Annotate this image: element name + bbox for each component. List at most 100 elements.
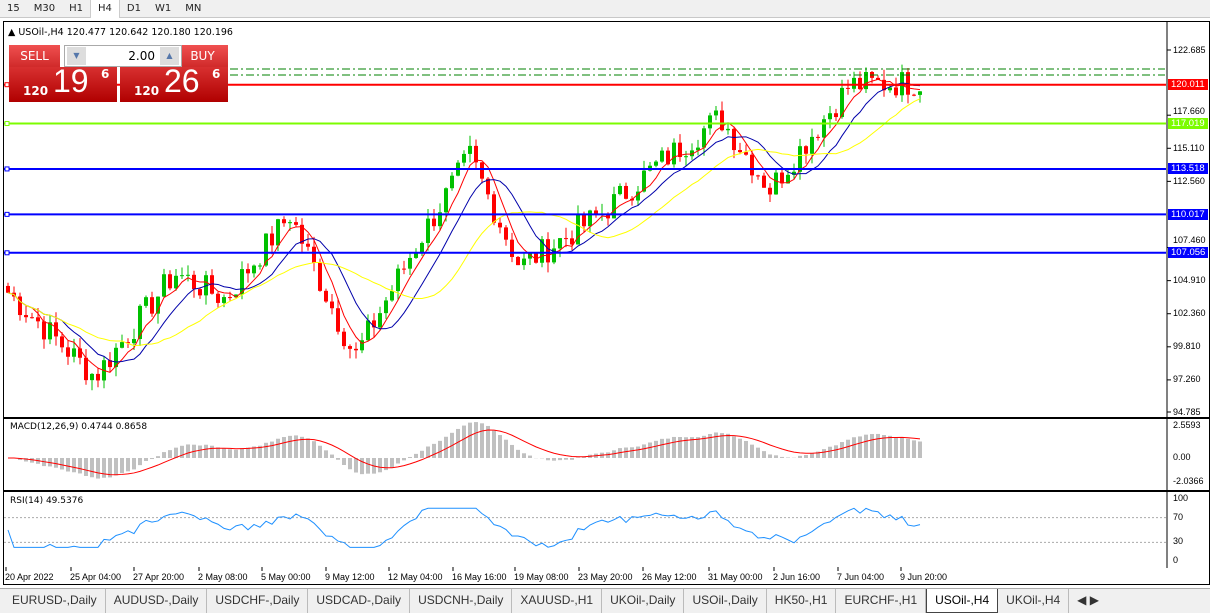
macd-histogram-bar	[480, 423, 484, 458]
candle-body	[312, 246, 316, 263]
chart-tab[interactable]: EURCHF-,H1	[836, 589, 927, 613]
macd-histogram-bar	[216, 447, 220, 458]
candle-body	[696, 147, 700, 151]
macd-axis-label: -2.0366	[1173, 476, 1204, 486]
macd-histogram-bar	[570, 458, 574, 460]
candle-body	[36, 317, 40, 322]
macd-histogram-bar	[516, 449, 520, 458]
candle-body	[510, 239, 514, 257]
chart-tab[interactable]: USDCAD-,Daily	[308, 589, 411, 613]
chart-tab[interactable]: HK50-,H1	[767, 589, 837, 613]
macd-histogram-bar	[858, 436, 862, 458]
level-handle[interactable]	[4, 250, 10, 256]
time-axis-label: 19 May 08:00	[514, 572, 569, 582]
rsi-axis-label: 30	[1173, 536, 1184, 547]
time-axis-label: 9 May 12:00	[325, 572, 375, 582]
candle-body	[468, 145, 472, 154]
timeframe-D1[interactable]: D1	[126, 3, 141, 14]
timeframe-H4[interactable]: H4	[89, 0, 120, 18]
chart-tab[interactable]: EURUSD-,Daily	[4, 589, 106, 613]
macd-histogram-bar	[432, 443, 436, 458]
chart-tab[interactable]: USDCHF-,Daily	[207, 589, 309, 613]
ma-fast-line	[7, 78, 921, 373]
macd-histogram-bar	[894, 437, 898, 458]
macd-histogram-bar	[486, 425, 490, 458]
candle-body	[798, 146, 802, 172]
macd-histogram-bar	[654, 440, 658, 458]
chart-tab[interactable]: UKOil-,H4	[998, 589, 1070, 613]
decrease-lot-icon[interactable]: ▼	[67, 47, 86, 65]
candle-body	[234, 294, 238, 298]
time-axis-label: 9 Jun 20:00	[900, 572, 948, 582]
macd-histogram-bar	[204, 444, 208, 458]
candle-body	[684, 156, 688, 158]
macd-histogram-bar	[246, 447, 250, 458]
chart-tab[interactable]: XAUUSD-,H1	[512, 589, 603, 613]
buy-button[interactable]: BUY	[177, 45, 228, 67]
macd-histogram-bar	[798, 455, 802, 458]
candle-body	[552, 248, 556, 263]
candle-body	[150, 297, 154, 314]
macd-histogram-bar	[222, 448, 226, 458]
increase-lot-icon[interactable]: ▲	[160, 47, 179, 65]
sell-price[interactable]: 120 19 6	[9, 63, 117, 102]
macd-histogram-bar	[66, 458, 70, 472]
sell-price-pips: 19	[53, 63, 89, 99]
chart-tab[interactable]: USOil-,H4	[926, 589, 999, 613]
time-axis-label: 31 May 00:00	[708, 572, 763, 582]
candle-body	[288, 222, 292, 224]
macd-histogram-bar	[756, 447, 760, 458]
timeframe-W1[interactable]: W1	[154, 3, 172, 14]
candle-body	[204, 275, 208, 296]
macd-histogram-bar	[510, 444, 514, 458]
candle-body	[786, 174, 790, 184]
candle-body	[300, 224, 304, 244]
macd-histogram-bar	[168, 450, 172, 458]
macd-histogram-bar	[888, 435, 892, 458]
candle-body	[402, 268, 406, 270]
timeframe-H1[interactable]: H1	[69, 3, 83, 14]
candle-body	[354, 348, 358, 351]
lot-size-input[interactable]: ▼ 2.00 ▲	[64, 45, 182, 67]
time-axis-label: 27 Apr 20:00	[133, 572, 185, 582]
candle-body	[18, 296, 22, 316]
macd-histogram-bar	[624, 447, 628, 458]
candle-body	[168, 274, 172, 289]
chart-tab[interactable]: UKOil-,Daily	[602, 589, 685, 613]
chart-tab[interactable]: USDCNH-,Daily	[410, 589, 513, 613]
rsi-label: RSI(14) 49.5376	[10, 496, 84, 506]
macd-histogram-bar	[828, 446, 832, 458]
macd-histogram-bar	[552, 458, 556, 461]
chart-tab[interactable]: AUDUSD-,Daily	[106, 589, 208, 613]
collapse-icon[interactable]: ▲	[8, 27, 16, 38]
candle-body	[918, 91, 922, 95]
level-handle[interactable]	[4, 211, 10, 217]
timeframe-15[interactable]: 15	[7, 3, 20, 14]
candle-body	[54, 322, 58, 337]
chart-tab[interactable]: USOil-,Daily	[684, 589, 767, 613]
macd-histogram-bar	[504, 439, 508, 458]
tab-scroll-arrows-icon[interactable]: ◀ ▶	[1077, 593, 1099, 607]
macd-histogram-bar	[690, 437, 694, 458]
level-handle[interactable]	[4, 166, 10, 172]
timeframe-M30[interactable]: M30	[33, 3, 56, 14]
candle-body	[420, 242, 424, 253]
sell-button[interactable]: SELL	[9, 45, 60, 67]
candle-body	[864, 71, 868, 90]
candle-body	[294, 222, 298, 225]
candle-body	[198, 289, 202, 296]
rsi-axis-label: 70	[1173, 511, 1184, 522]
candle-body	[306, 243, 310, 247]
candle-body	[264, 233, 268, 266]
candle-body	[492, 194, 496, 223]
candle-body	[762, 175, 766, 188]
macd-histogram-bar	[132, 458, 136, 470]
candle-body	[156, 296, 160, 314]
macd-histogram-bar	[180, 445, 184, 458]
lot-value[interactable]: 2.00	[128, 49, 155, 63]
timeframe-MN[interactable]: MN	[185, 3, 202, 14]
rsi-line	[7, 507, 921, 548]
level-handle[interactable]	[4, 121, 10, 127]
buy-price[interactable]: 120 26 6	[120, 63, 228, 102]
